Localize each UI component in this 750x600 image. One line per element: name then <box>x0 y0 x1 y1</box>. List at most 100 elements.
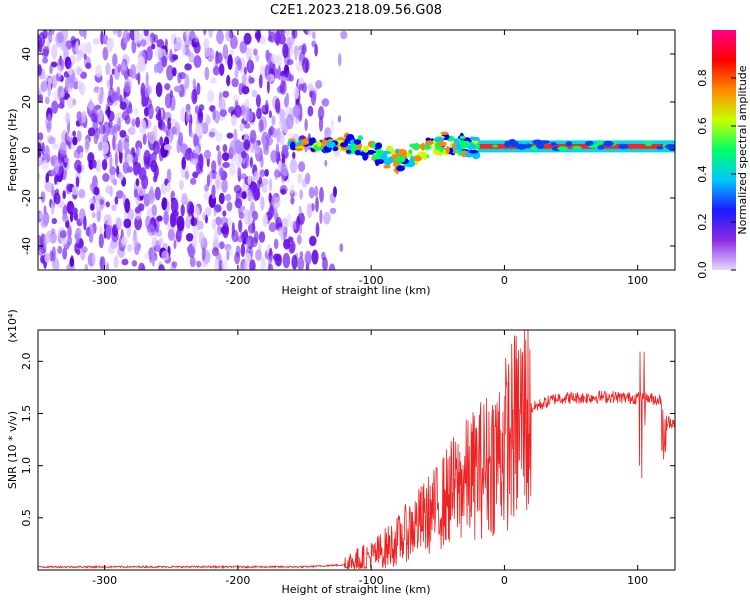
noise-speckle <box>173 122 181 136</box>
noise-speckle <box>207 90 215 103</box>
noise-speckle <box>58 200 65 209</box>
noise-speckle <box>230 48 234 56</box>
feature-blob <box>462 140 471 147</box>
noise-speckle <box>72 98 77 106</box>
noise-speckle <box>170 198 179 214</box>
noise-speckle <box>229 35 238 50</box>
noise-speckle <box>314 43 318 57</box>
noise-speckle <box>264 99 269 115</box>
noise-speckle <box>49 64 53 75</box>
noise-speckle <box>92 159 97 169</box>
noise-speckle <box>123 91 127 99</box>
feature-blob <box>435 151 442 156</box>
noise-speckle <box>44 233 52 244</box>
figure-title: C2E1.2023.218.09.56.G08 <box>270 3 442 18</box>
noise-speckle <box>181 156 186 170</box>
noise-speckle <box>258 119 264 133</box>
noise-speckle <box>309 235 317 247</box>
noise-speckle <box>135 178 140 187</box>
noise-speckle <box>319 209 323 224</box>
feature-blob <box>397 149 408 157</box>
noise-speckle <box>243 122 251 129</box>
feature-blob <box>354 149 361 156</box>
noise-speckle <box>307 83 314 92</box>
noise-speckle <box>51 100 59 114</box>
noise-speckle <box>211 218 217 231</box>
noise-speckle <box>75 40 79 55</box>
noise-speckle <box>229 161 236 177</box>
noise-speckle <box>211 50 216 57</box>
noise-speckle <box>297 256 305 270</box>
noise-speckle <box>260 196 265 211</box>
noise-speckle <box>135 148 140 158</box>
noise-speckle <box>190 158 196 166</box>
noise-speckle <box>245 236 250 249</box>
noise-speckle <box>279 131 285 146</box>
noise-speckle <box>181 41 186 57</box>
noise-speckle <box>209 77 217 84</box>
noise-speckle <box>92 252 96 266</box>
noise-speckle <box>180 204 185 217</box>
noise-speckle <box>168 128 174 144</box>
noise-speckle <box>279 184 288 195</box>
noise-speckle <box>38 234 43 251</box>
feature-blob <box>471 136 480 141</box>
x-tick-label: -200 <box>225 574 250 587</box>
spectrogram-x-ticks: -300 -200 -100 0 100 <box>92 30 648 287</box>
noise-speckle <box>66 96 75 109</box>
noise-speckle <box>184 170 190 180</box>
noise-speckle <box>41 159 49 171</box>
noise-speckle <box>239 122 244 132</box>
noise-speckle <box>122 30 130 44</box>
noise-speckle <box>271 115 276 126</box>
noise-speckle <box>280 162 288 176</box>
noise-speckle <box>42 30 48 39</box>
noise-speckle <box>255 94 261 108</box>
noise-speckle <box>173 85 182 93</box>
noise-speckle <box>194 157 199 165</box>
noise-speckle <box>205 206 212 217</box>
noise-speckle <box>99 226 103 236</box>
noise-speckle <box>219 241 225 250</box>
noise-speckle <box>307 30 313 37</box>
noise-speckle <box>204 66 210 81</box>
noise-speckle <box>333 186 337 198</box>
noise-speckle <box>70 76 79 89</box>
noise-speckle <box>190 217 198 227</box>
noise-speckle <box>323 211 331 225</box>
noise-speckle <box>194 145 200 155</box>
noise-speckle <box>109 185 113 197</box>
noise-speckle <box>271 53 278 65</box>
x-tick-label: -200 <box>225 274 250 287</box>
noise-speckle <box>273 206 277 220</box>
noise-speckle <box>191 40 197 48</box>
noise-speckle <box>201 122 209 135</box>
feature-blob <box>459 135 466 140</box>
noise-speckle <box>132 233 138 248</box>
noise-speckle <box>151 251 156 267</box>
noise-speckle <box>64 112 71 125</box>
noise-speckle <box>193 113 198 120</box>
noise-speckle <box>48 136 56 145</box>
noise-speckle <box>38 37 43 53</box>
noise-speckle <box>264 169 269 177</box>
snr-y-label: SNR (10 * v/v) <box>6 411 19 489</box>
noise-speckle <box>176 215 185 232</box>
feature-blob <box>602 140 614 147</box>
noise-speckle <box>190 131 194 138</box>
colorbar-tick-label: 0.0 <box>696 261 709 279</box>
noise-speckle <box>51 218 57 225</box>
feature-blob <box>332 146 339 152</box>
noise-speckle <box>321 98 330 107</box>
noise-speckle <box>102 173 110 182</box>
feature-blob <box>445 146 450 154</box>
feature-blob <box>383 164 391 169</box>
snr-panel: -300 -200 -100 0 100 0.5 1.0 1.5 2.0 Height of … <box>6 309 676 596</box>
noise-speckle <box>153 34 159 44</box>
noise-speckle <box>286 59 294 66</box>
noise-speckle <box>292 151 296 159</box>
noise-speckle <box>38 94 44 103</box>
noise-speckle <box>139 119 147 136</box>
noise-speckle <box>113 255 119 269</box>
